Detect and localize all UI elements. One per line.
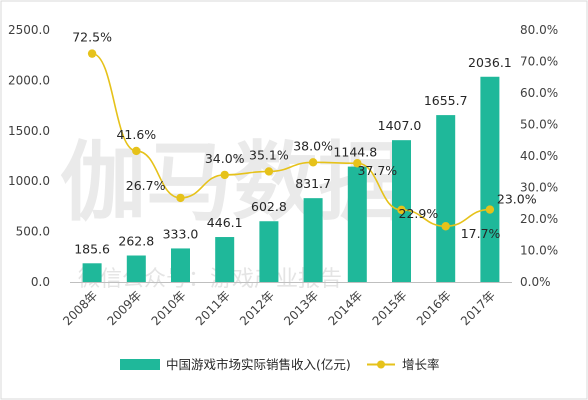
line-series: 72.5% 41.6% 26.7% 34.0% 35.1% 38.0% 37.7% 22.9%…	[72, 30, 536, 242]
growth-rate-marker	[264, 167, 274, 176]
growth-rate-marker	[308, 158, 318, 167]
growth-rate-label: 41.6%	[116, 127, 156, 142]
right-axis-tick-label: 80.0%	[520, 23, 558, 37]
bar-value-label: 1144.8	[333, 145, 377, 160]
bar-value-label: 446.1	[207, 215, 243, 230]
growth-rate-label: 37.7%	[357, 163, 397, 178]
left-axis-tick-label: 1500.0	[8, 124, 50, 138]
watermark-sub: 微信公众号：游戏产业报告	[78, 267, 342, 292]
growth-rate-label: 38.0%	[293, 138, 333, 153]
bar-value-label: 185.6	[74, 241, 110, 256]
left-axis-tick-label: 0.0	[31, 275, 50, 289]
bar-value-label: 333.0	[163, 226, 199, 241]
left-axis-tick-label: 500.0	[16, 225, 50, 239]
bar	[436, 115, 456, 282]
right-axis: 0.0% 10.0% 20.0% 30.0% 40.0% 50.0% 60.0% 70.0% 8…	[520, 23, 558, 289]
right-axis-tick-label: 40.0%	[520, 149, 558, 163]
bar	[347, 166, 367, 282]
right-axis-tick-label: 60.0%	[520, 86, 558, 100]
bar	[171, 248, 190, 282]
growth-rate-marker	[176, 193, 185, 203]
growth-rate-label: 26.7%	[126, 178, 166, 193]
right-axis-tick-label: 50.0%	[520, 118, 558, 132]
growth-rate-label: 72.5%	[72, 30, 112, 45]
bar-value-label: 831.7	[295, 176, 331, 191]
bar	[259, 221, 279, 282]
left-axis-tick-label: 2000.0	[8, 73, 50, 87]
right-axis-tick-label: 30.0%	[520, 181, 558, 195]
left-axis-tick-label: 1000.0	[8, 174, 50, 188]
bar	[303, 198, 323, 282]
legend-line-marker	[377, 360, 385, 369]
growth-rate-marker	[485, 205, 495, 214]
legend: 中国游戏市场实际销售收入(亿元) 增长率	[120, 357, 440, 372]
growth-rate-marker	[353, 159, 362, 168]
left-axis: 0.0 500.0 1000.0 1500.0 2000.0 2500.0	[8, 23, 50, 289]
growth-rate-line	[91, 52, 490, 228]
growth-rate-marker	[132, 146, 141, 156]
growth-rate-label: 35.1%	[249, 147, 289, 162]
right-axis-tick-label: 70.0%	[520, 55, 558, 69]
growth-rate-marker	[397, 205, 406, 215]
growth-rate-label: 22.9%	[399, 206, 439, 221]
watermark: 伽马数据 微信公众号：游戏产业报告	[60, 133, 404, 292]
bar	[126, 255, 146, 282]
bar-value-label: 1407.0	[378, 118, 422, 133]
bar-value-label: 2036.1	[468, 55, 512, 70]
growth-rate-marker	[220, 170, 229, 180]
bar	[82, 263, 102, 282]
growth-rate-label: 34.0%	[205, 151, 245, 166]
watermark-main: 伽马数据	[60, 133, 404, 233]
bar-value-label: 1655.7	[424, 93, 468, 108]
bar-value-label: 262.8	[118, 234, 154, 249]
growth-rate-label: 17.7%	[461, 226, 501, 241]
legend-line-label: 增长率	[402, 357, 440, 372]
bar	[480, 76, 500, 282]
legend-bar-label: 中国游戏市场实际销售收入(亿元)	[166, 357, 351, 372]
bar-series: 185.6 262.8 333.0 446.1 602.8 831.7 1144.81407…	[74, 55, 512, 282]
left-axis-tick-label: 2500.0	[8, 23, 50, 37]
growth-rate-marker	[87, 49, 97, 58]
right-axis-tick-label: 20.0%	[520, 212, 558, 226]
legend-bar-swatch	[120, 359, 160, 370]
bar-value-label: 602.8	[251, 199, 287, 214]
right-axis-tick-label: 10.0%	[520, 244, 558, 258]
growth-rate-marker	[441, 222, 450, 231]
right-axis-tick-label: 0.0%	[520, 275, 551, 289]
bar	[215, 237, 235, 282]
growth-rate-label: 23.0%	[497, 192, 537, 207]
